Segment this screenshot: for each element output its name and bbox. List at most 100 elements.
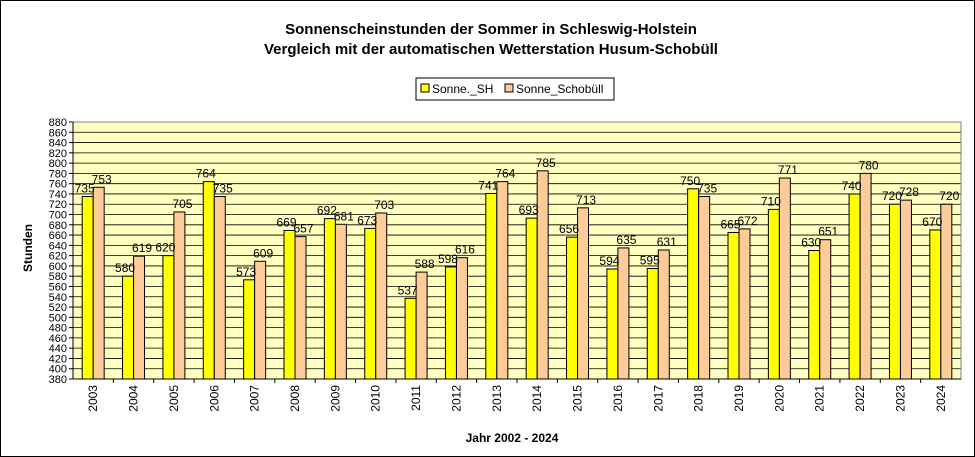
x-tick-label: 2013 <box>490 385 504 412</box>
y-tick-label: 520 <box>49 302 67 314</box>
data-label-schobuell: 588 <box>415 257 435 271</box>
x-tick-label: 2018 <box>692 385 706 412</box>
bar-sh <box>566 236 579 380</box>
data-label-sh: 669 <box>276 215 296 229</box>
axes <box>69 121 962 383</box>
bar-sh <box>525 217 538 380</box>
y-tick-label: 420 <box>49 353 67 365</box>
data-label-sh: 630 <box>801 236 821 250</box>
data-label-schobuell: 631 <box>657 235 677 249</box>
data-label-schobuell: 771 <box>778 163 798 177</box>
bar-schobuell <box>133 255 146 380</box>
bar-sh <box>888 203 901 380</box>
bar-sh <box>81 196 94 380</box>
data-label-sh: 580 <box>115 261 135 275</box>
legend-box <box>415 77 615 101</box>
data-label-schobuell: 651 <box>818 225 838 239</box>
bar-sh <box>485 192 498 380</box>
y-tick-label: 680 <box>49 220 67 232</box>
y-axis-label: Stunden <box>21 224 35 272</box>
data-label-schobuell: 735 <box>697 182 717 196</box>
bar-schobuell <box>899 199 912 380</box>
bar-schobuell <box>657 249 670 380</box>
bar-schobuell <box>859 172 872 380</box>
x-tick-label: 2016 <box>611 385 625 412</box>
y-tick-label: 880 <box>49 117 67 129</box>
x-tick-label: 2009 <box>328 385 342 412</box>
bar-sh <box>283 229 296 380</box>
data-label-sh: 656 <box>559 222 579 236</box>
data-label-sh: 665 <box>720 218 740 232</box>
bar-schobuell <box>375 212 388 380</box>
bar-sh <box>929 229 942 380</box>
bar-schobuell <box>738 228 751 380</box>
y-tick-label: 380 <box>49 374 67 386</box>
bar-schobuell <box>334 223 347 380</box>
bar-sh <box>243 279 256 380</box>
data-label-sh: 620 <box>155 241 175 255</box>
data-label-sh: 598 <box>438 252 458 266</box>
data-label-schobuell: 619 <box>132 241 152 255</box>
chart-subtitle: Vergleich mit der automatischen Wetterst… <box>264 41 718 58</box>
y-tick-label: 440 <box>49 343 67 355</box>
bar-sh <box>606 268 619 380</box>
data-label-sh: 750 <box>680 174 700 188</box>
y-tick-label: 540 <box>49 292 67 304</box>
legend-label-sh: Sonne._SH <box>432 82 493 96</box>
data-label-sh: 720 <box>882 189 902 203</box>
data-label-schobuell: 720 <box>939 189 959 203</box>
bar-sh <box>646 267 659 380</box>
y-tick-label: 800 <box>49 158 67 170</box>
y-tick-label: 580 <box>49 271 67 283</box>
x-tick-label: 2015 <box>571 385 585 412</box>
data-label-sh: 693 <box>519 203 539 217</box>
y-tick-label: 400 <box>49 364 67 376</box>
x-tick-label: 2011 <box>409 385 423 411</box>
legend-label-schobuell: Sonne_Schobüll <box>516 82 603 96</box>
data-label-sh: 692 <box>317 204 337 218</box>
x-tick-label: 2006 <box>207 385 221 412</box>
bar-schobuell <box>778 177 791 380</box>
y-tick-label: 600 <box>49 261 67 273</box>
x-tick-label: 2021 <box>813 385 827 412</box>
x-tick-label: 2019 <box>732 385 746 412</box>
x-tick-label: 2017 <box>651 385 665 412</box>
data-label-schobuell: 681 <box>334 209 354 223</box>
y-tick-label: 560 <box>49 281 67 293</box>
data-label-schobuell: 713 <box>576 193 596 207</box>
data-label-sh: 741 <box>478 178 498 192</box>
bar-sh <box>808 250 821 380</box>
data-label-sh: 670 <box>922 215 942 229</box>
data-label-schobuell: 672 <box>737 214 757 228</box>
bar-schobuell <box>455 257 468 380</box>
data-label-sh: 673 <box>357 213 377 227</box>
bar-sh <box>687 188 700 380</box>
data-label-schobuell: 635 <box>616 233 636 247</box>
bar-sh <box>404 297 417 380</box>
bars <box>81 170 953 380</box>
bar-schobuell <box>940 203 953 380</box>
bar-schobuell <box>617 247 630 380</box>
chart-title: Sonnenscheinstunden der Sommer in Schles… <box>285 21 697 38</box>
bar-schobuell <box>173 211 186 380</box>
y-tick-label: 700 <box>49 210 67 222</box>
data-label-schobuell: 616 <box>455 243 475 257</box>
y-tick-label: 460 <box>49 333 67 345</box>
data-label-sh: 710 <box>761 194 781 208</box>
y-tick-label: 820 <box>49 148 67 160</box>
bar-sh <box>202 181 215 380</box>
data-label-sh: 573 <box>236 265 256 279</box>
data-label-sh: 594 <box>599 254 619 268</box>
x-tick-label: 2003 <box>86 385 100 412</box>
data-label-schobuell: 785 <box>536 156 556 170</box>
y-tick-label: 760 <box>49 179 67 191</box>
legend-swatch-sh <box>420 83 430 93</box>
bar-sh <box>122 275 135 380</box>
data-label-schobuell: 609 <box>253 246 273 260</box>
bar-schobuell <box>92 186 105 380</box>
data-label-schobuell: 753 <box>92 172 112 186</box>
bar-schobuell <box>213 196 226 380</box>
data-label-schobuell: 780 <box>859 158 879 172</box>
bar-schobuell <box>415 271 428 380</box>
